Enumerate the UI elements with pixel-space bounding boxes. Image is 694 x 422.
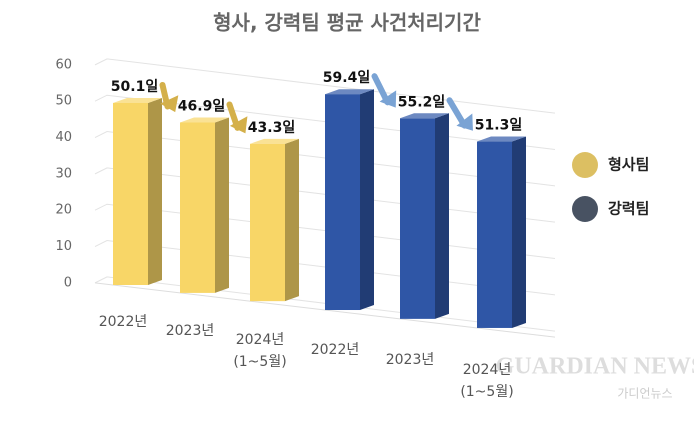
- watermark-sub: 가디언뉴스: [617, 387, 672, 401]
- y-tick-label: 50: [55, 94, 72, 109]
- y-tick-label: 60: [55, 57, 72, 72]
- value-label: 50.1일: [111, 79, 158, 95]
- y-tick-label: 40: [55, 130, 72, 145]
- arrow-head: [456, 113, 473, 131]
- x-tick-label: 2023년: [385, 351, 435, 368]
- x-tick-label: 2023년: [165, 322, 215, 339]
- value-label: 59.4일: [323, 70, 370, 86]
- legend-label: 형사팀: [608, 156, 649, 174]
- arrow-head: [379, 90, 397, 108]
- bar-top: [477, 136, 526, 142]
- y-tick-label: 0: [64, 275, 72, 290]
- bar-top: [400, 113, 449, 119]
- bar-side: [512, 136, 526, 328]
- bar-top: [325, 89, 374, 95]
- bar: [180, 122, 215, 293]
- y-tick-label: 30: [55, 166, 72, 181]
- y-tick-label: 10: [55, 239, 72, 254]
- bar-top: [180, 117, 229, 123]
- arrow: [446, 97, 468, 129]
- bar: [250, 143, 285, 302]
- x-tick-label: 2022년: [98, 314, 148, 330]
- bar-side: [285, 138, 299, 302]
- value-label: 55.2일: [398, 94, 445, 110]
- legend-swatch: [572, 196, 598, 222]
- chart-title: 형사, 강력팀 평균 사건처리기간: [213, 11, 481, 35]
- bar: [325, 94, 360, 311]
- bar-top: [250, 138, 299, 144]
- value-label: 46.9일: [178, 99, 225, 115]
- bar-top: [113, 97, 162, 103]
- bar: [113, 102, 148, 285]
- value-label: 43.3일: [248, 120, 295, 136]
- legend-label: 강력팀: [608, 200, 649, 218]
- bar-side: [148, 97, 162, 285]
- arrow-head: [229, 116, 248, 134]
- legend-swatch: [572, 152, 598, 178]
- bar: [477, 141, 512, 328]
- watermark: GUARDIAN NEWS: [496, 354, 694, 380]
- value-label: 51.3일: [475, 118, 522, 134]
- y-tick-label: 20: [55, 203, 72, 218]
- bar-side: [435, 113, 449, 319]
- bar: [400, 118, 435, 319]
- x-tick-label: 2024년 (1~5월): [460, 361, 514, 400]
- arrow-head: [160, 95, 179, 113]
- x-tick-label: 2024년 (1~5월): [233, 332, 287, 371]
- bar-side: [360, 89, 374, 311]
- x-tick-label: 2022년: [310, 342, 360, 359]
- grid-line: [94, 58, 556, 114]
- bar-side: [215, 117, 229, 293]
